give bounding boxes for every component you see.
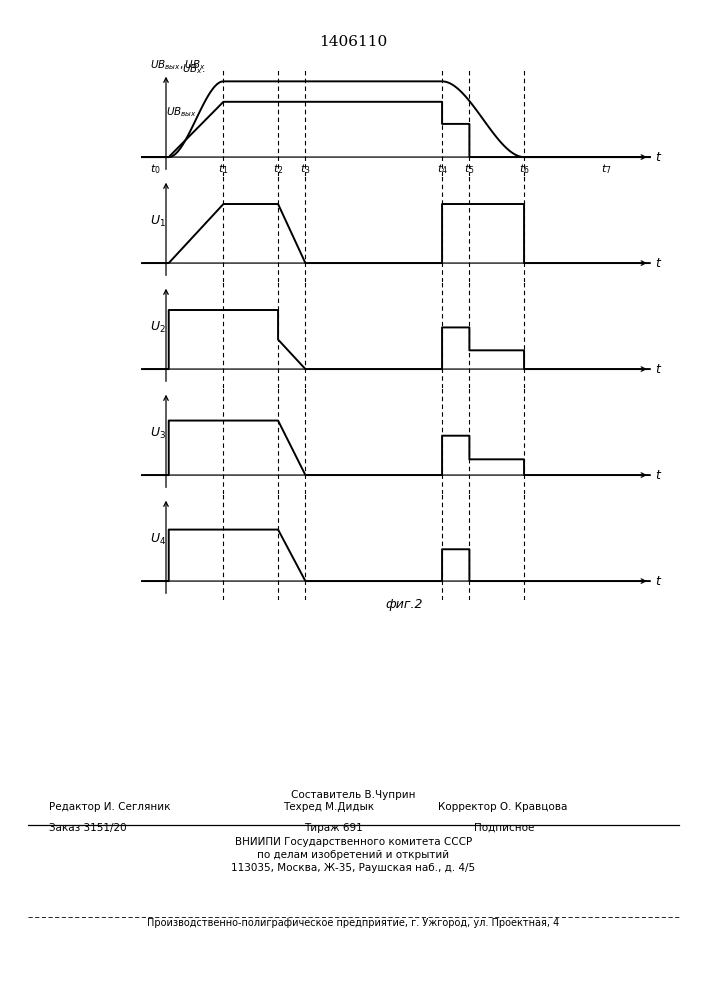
Text: Техред М.Дидык: Техред М.Дидык — [283, 802, 374, 812]
Text: Подписное: Подписное — [474, 823, 534, 833]
Text: $UB_{вых},UB_х$: $UB_{вых},UB_х$ — [150, 58, 205, 72]
Text: $t$: $t$ — [655, 257, 662, 270]
Text: Тираж 691: Тираж 691 — [304, 823, 363, 833]
Text: $U_2$: $U_2$ — [150, 320, 165, 335]
Text: Составитель В.Чуприн: Составитель В.Чуприн — [291, 790, 416, 800]
Text: $t_7$: $t_7$ — [601, 162, 612, 176]
Text: $t_1$: $t_1$ — [218, 162, 228, 176]
Text: $t_6$: $t_6$ — [519, 162, 530, 176]
Text: $UB_х.$: $UB_х.$ — [182, 62, 206, 76]
Text: 113035, Москва, Ж-35, Раушская наб., д. 4/5: 113035, Москва, Ж-35, Раушская наб., д. … — [231, 863, 476, 873]
Text: Корректор О. Кравцова: Корректор О. Кравцова — [438, 802, 568, 812]
Text: $U_4$: $U_4$ — [150, 532, 165, 547]
Text: $t_2$: $t_2$ — [273, 162, 284, 176]
Text: $t_5$: $t_5$ — [464, 162, 474, 176]
Text: $U_3$: $U_3$ — [150, 426, 165, 441]
Text: фиг.2: фиг.2 — [385, 598, 423, 611]
Text: 1406110: 1406110 — [320, 35, 387, 49]
Text: $t_0$: $t_0$ — [150, 162, 160, 176]
Text: $t_3$: $t_3$ — [300, 162, 310, 176]
Text: $t$: $t$ — [655, 151, 662, 164]
Text: $t$: $t$ — [655, 575, 662, 588]
Text: Редактор И. Сегляник: Редактор И. Сегляник — [49, 802, 171, 812]
Text: Заказ 3151/20: Заказ 3151/20 — [49, 823, 127, 833]
Text: $t$: $t$ — [655, 469, 662, 482]
Text: $t$: $t$ — [655, 363, 662, 376]
Text: $UB_{вых}$: $UB_{вых}$ — [166, 106, 197, 119]
Text: $t_4$: $t_4$ — [437, 162, 448, 176]
Text: Производственно-полиграфическое предприятие, г. Ужгород, ул. Проектная, 4: Производственно-полиграфическое предприя… — [147, 918, 560, 928]
Text: по делам изобретений и открытий: по делам изобретений и открытий — [257, 850, 450, 860]
Text: $U_1$: $U_1$ — [150, 214, 165, 229]
Text: ВНИИПИ Государственного комитета СССР: ВНИИПИ Государственного комитета СССР — [235, 837, 472, 847]
